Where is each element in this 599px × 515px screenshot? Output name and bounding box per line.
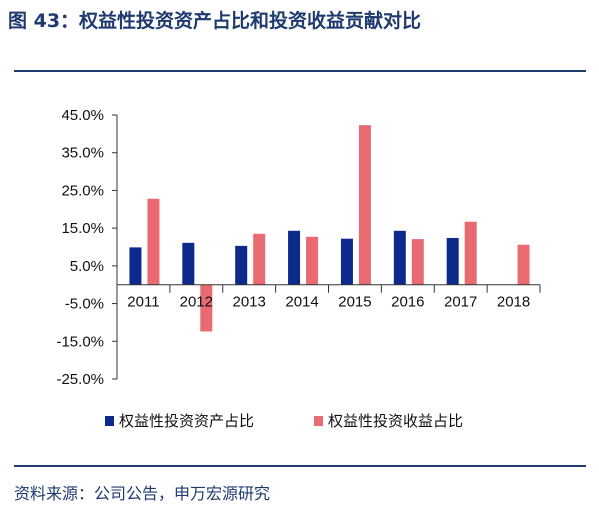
x-tick-label: 2012 bbox=[180, 294, 213, 311]
bar-equity-income-share-2018 bbox=[517, 244, 530, 285]
bar-equity-asset-share-2011 bbox=[129, 247, 142, 285]
bar-chart: 45.0% 35.0% 25.0% 15.0% 5.0% -5.0% -15.0% -25.0… bbox=[56, 107, 541, 430]
y-tick-label: 45.0% bbox=[61, 107, 104, 124]
x-tick-label: 2016 bbox=[391, 294, 424, 311]
bar-equity-asset-share-2016 bbox=[393, 230, 406, 285]
x-tick-label: 2018 bbox=[497, 294, 530, 311]
bar-equity-income-share-2016 bbox=[411, 239, 424, 285]
y-tick-label: 5.0% bbox=[70, 258, 104, 275]
source-rule bbox=[14, 465, 586, 467]
bar-equity-asset-share-2012 bbox=[182, 242, 195, 285]
legend: 权益性投资资产占比 权益性投资收益占比 bbox=[105, 412, 463, 430]
y-tick-label: -5.0% bbox=[65, 296, 104, 313]
y-tick-label: 25.0% bbox=[61, 182, 104, 199]
bar-equity-income-share-2015 bbox=[358, 125, 371, 285]
source-note: 资料来源：公司公告，申万宏源研究 bbox=[14, 484, 271, 503]
bar-equity-income-share-2017 bbox=[464, 221, 477, 285]
y-tick-label: -25.0% bbox=[56, 371, 104, 388]
x-tick-label: 2011 bbox=[127, 294, 159, 311]
bar-equity-income-share-2012 bbox=[200, 284, 213, 332]
legend-swatch-1 bbox=[105, 416, 114, 426]
legend-label-2: 权益性投资收益占比 bbox=[328, 412, 463, 430]
legend-label-1: 权益性投资资产占比 bbox=[119, 412, 254, 430]
bar-equity-asset-share-2014 bbox=[288, 230, 301, 285]
bar-equity-income-share-2014 bbox=[306, 236, 319, 285]
y-tick-label: 15.0% bbox=[61, 220, 104, 237]
bar-equity-asset-share-2013 bbox=[235, 245, 248, 285]
y-axis: 45.0% 35.0% 25.0% 15.0% 5.0% -5.0% -15.0% -25.0… bbox=[56, 107, 118, 388]
x-tick-label: 2014 bbox=[285, 294, 318, 311]
bar-equity-income-share-2013 bbox=[253, 233, 266, 285]
y-tick-label: 35.0% bbox=[61, 145, 104, 162]
y-tick-label: -15.0% bbox=[56, 333, 104, 350]
figure-title: 图 43：权益性投资资产占比和投资收益贡献对比 bbox=[8, 10, 422, 32]
x-tick-label: 2017 bbox=[444, 294, 477, 311]
bars bbox=[129, 125, 530, 332]
bar-equity-income-share-2011 bbox=[147, 198, 160, 285]
bar-equity-asset-share-2017 bbox=[446, 237, 459, 285]
x-axis: 2011 2012 2013 2014 2015 2016 2017 2018 bbox=[117, 284, 541, 311]
x-tick-label: 2013 bbox=[233, 294, 266, 311]
bar-equity-asset-share-2015 bbox=[340, 238, 353, 285]
legend-swatch-2 bbox=[314, 416, 323, 426]
x-tick-label: 2015 bbox=[338, 294, 371, 311]
title-rule bbox=[14, 70, 586, 72]
